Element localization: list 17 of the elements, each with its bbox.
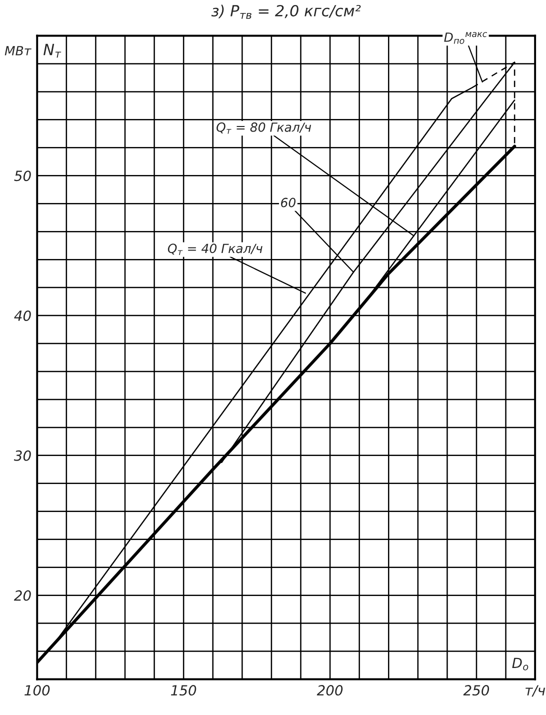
x-tick-label: 250 xyxy=(463,685,490,696)
text: МВт xyxy=(4,46,32,56)
x-tick-label: 100 xyxy=(24,685,50,696)
y-axis-title: N$_{т}$ xyxy=(44,44,62,58)
annotation: 60 xyxy=(281,198,296,208)
y-tick-label: 50 xyxy=(14,170,31,182)
x-tick-label: 150 xyxy=(171,685,196,696)
annotation: Q$_{т}$ = 40 Гкал/ч xyxy=(168,244,262,256)
x-axis-title: D$_{о}$ xyxy=(512,658,528,670)
x-tick-label: т/ч xyxy=(526,685,546,697)
y-tick-label: 40 xyxy=(14,310,31,322)
x-tick-label: 200 xyxy=(316,685,343,696)
chart-title: з) P$_{тв}$ = 2,0 кгс/см² xyxy=(211,4,361,19)
y-tick-label: 20 xyxy=(14,590,31,601)
annotation: D$_{по}$$^{макс}$ xyxy=(444,32,488,44)
y-tick-label: 30 xyxy=(14,450,31,461)
annotation: Q$_{т}$ = 80 Гкал/ч xyxy=(216,122,312,134)
